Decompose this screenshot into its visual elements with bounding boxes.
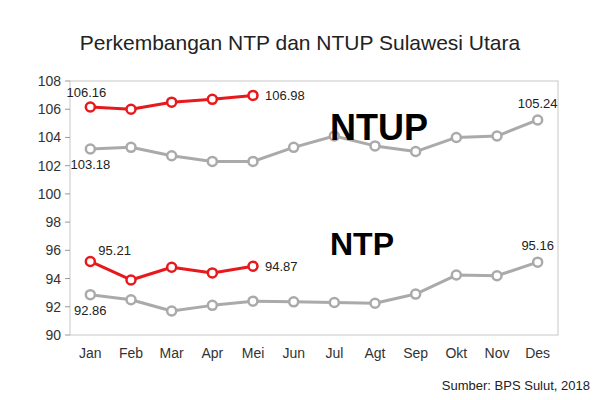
data-label: 103.18 [70, 157, 110, 172]
y-tick [65, 193, 70, 194]
y-tick [65, 278, 70, 279]
y-tick-label: 98 [45, 214, 61, 230]
y-tick-label: 106 [38, 101, 62, 117]
point-marker [208, 301, 217, 310]
x-tick-label: Okt [445, 345, 467, 361]
x-tick-label: Apr [201, 345, 223, 361]
chart: Perkembangan NTP dan NTUP Sulawesi Utara… [0, 0, 600, 400]
x-tick-label: Mei [242, 345, 265, 361]
plot-marks [86, 91, 542, 316]
y-tick-label: 96 [45, 242, 61, 258]
point-marker [533, 115, 542, 124]
labels: 106.16 106.98 103.18 105.24 95.21 94.87 92.86 9… [66, 85, 557, 318]
y-tick [65, 222, 70, 223]
y-tick-label: 94 [45, 271, 61, 287]
point-marker [86, 257, 95, 266]
point-marker [452, 271, 461, 280]
point-marker [127, 295, 136, 304]
annotation: NTP [330, 226, 394, 262]
point-marker [127, 143, 136, 152]
point-marker [167, 151, 176, 160]
y-tick-label: 102 [38, 158, 62, 174]
point-marker [208, 157, 217, 166]
x-tick-label: Jun [282, 345, 305, 361]
annotation: NTUP [330, 107, 428, 148]
data-label: 95.16 [521, 238, 554, 253]
y-tick [65, 165, 70, 166]
point-marker [493, 271, 502, 280]
y-tick-label: 104 [38, 129, 62, 145]
point-marker [167, 263, 176, 272]
y-tick [65, 137, 70, 138]
point-marker [86, 102, 95, 111]
point-marker [411, 290, 420, 299]
point-marker [86, 145, 95, 154]
data-label: 106.16 [66, 85, 106, 100]
point-marker [249, 91, 258, 100]
point-marker [493, 132, 502, 141]
point-marker [533, 258, 542, 267]
point-marker [249, 157, 258, 166]
x-tick-label: Nov [485, 345, 510, 361]
point-marker [289, 143, 298, 152]
series-line [90, 120, 537, 161]
x-tick-label: Mar [160, 345, 184, 361]
point-marker [452, 133, 461, 142]
y-tick [65, 109, 70, 110]
y-tick [65, 335, 70, 336]
y-tick [65, 306, 70, 307]
point-marker [167, 98, 176, 107]
point-marker [249, 262, 258, 271]
x-tick-label: Des [525, 345, 550, 361]
point-marker [127, 105, 136, 114]
y-tick [65, 250, 70, 251]
x-tick-label: Jan [79, 345, 102, 361]
point-marker [249, 297, 258, 306]
point-marker [330, 298, 339, 307]
point-marker [208, 268, 217, 277]
point-marker [208, 95, 217, 104]
title: Perkembangan NTP dan NTUP Sulawesi Utara [80, 31, 521, 54]
point-marker [371, 299, 380, 308]
data-label: 105.24 [518, 96, 558, 111]
x-tick-label: Sep [403, 345, 428, 361]
x-tick-label: Agt [364, 345, 385, 361]
x-tick-label: Feb [119, 345, 143, 361]
point-marker [411, 147, 420, 156]
series-line [90, 262, 537, 311]
point-marker [86, 290, 95, 299]
y-tick-label: 90 [45, 327, 61, 343]
data-label: 92.86 [74, 303, 107, 318]
point-marker [127, 275, 136, 284]
y-tick-label: 108 [38, 73, 62, 89]
series-line [90, 95, 253, 109]
y-tick-label: 92 [45, 299, 61, 315]
x-tick-label: Jul [325, 345, 343, 361]
source: Sumber: BPS Sulut, 2018 [442, 378, 590, 393]
y-tick [65, 81, 70, 82]
y-tick-label: 100 [38, 186, 62, 202]
data-label: 106.98 [265, 88, 305, 103]
data-label: 94.87 [265, 259, 298, 274]
plot-frame [70, 81, 558, 335]
point-marker [167, 307, 176, 316]
data-label: 95.21 [98, 243, 131, 258]
point-marker [289, 297, 298, 306]
series-line [90, 261, 253, 279]
